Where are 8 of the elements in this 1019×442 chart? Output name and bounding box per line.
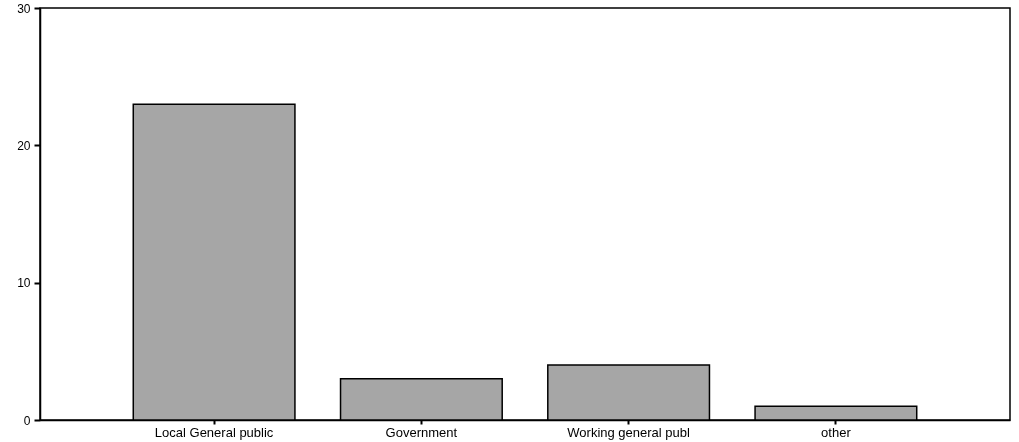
y-tick-label: 0 [23,413,31,428]
y-tick-label: 20 [17,138,31,153]
y-tick-label: 10 [17,276,31,291]
x-tick-label: Working general publ [567,424,691,440]
x-tick-label: Local General public [154,424,274,440]
x-tick-label: other [821,424,852,440]
x-tick-label: Government [385,424,458,440]
y-tick-label: 30 [17,1,31,16]
